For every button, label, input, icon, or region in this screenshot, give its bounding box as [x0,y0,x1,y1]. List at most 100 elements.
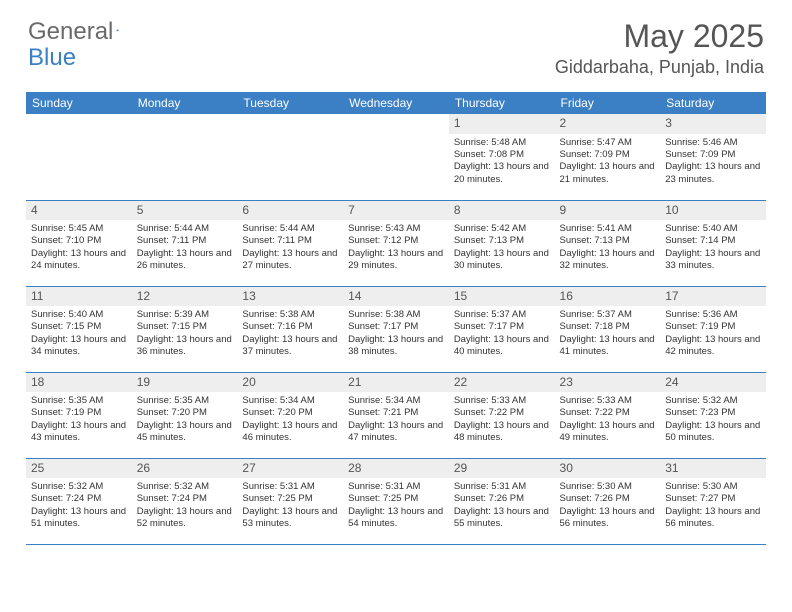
calendar-day-empty [26,114,132,200]
day-details: Sunrise: 5:35 AMSunset: 7:20 PMDaylight:… [132,392,238,447]
day-details: Sunrise: 5:38 AMSunset: 7:16 PMDaylight:… [237,306,343,361]
day-details: Sunrise: 5:45 AMSunset: 7:10 PMDaylight:… [26,220,132,275]
weekday-header-row: SundayMondayTuesdayWednesdayThursdayFrid… [26,92,766,114]
day-details: Sunrise: 5:40 AMSunset: 7:14 PMDaylight:… [660,220,766,275]
weekday-header: Thursday [449,92,555,114]
calendar-day: 2Sunrise: 5:47 AMSunset: 7:09 PMDaylight… [555,114,661,200]
calendar-day: 12Sunrise: 5:39 AMSunset: 7:15 PMDayligh… [132,286,238,372]
calendar-day: 14Sunrise: 5:38 AMSunset: 7:17 PMDayligh… [343,286,449,372]
calendar-day: 7Sunrise: 5:43 AMSunset: 7:12 PMDaylight… [343,200,449,286]
calendar-day-empty [343,114,449,200]
calendar-day: 19Sunrise: 5:35 AMSunset: 7:20 PMDayligh… [132,372,238,458]
calendar-day: 13Sunrise: 5:38 AMSunset: 7:16 PMDayligh… [237,286,343,372]
day-number: 3 [660,114,766,134]
day-details: Sunrise: 5:32 AMSunset: 7:23 PMDaylight:… [660,392,766,447]
day-details: Sunrise: 5:47 AMSunset: 7:09 PMDaylight:… [555,134,661,189]
weekday-header: Friday [555,92,661,114]
day-details: Sunrise: 5:37 AMSunset: 7:18 PMDaylight:… [555,306,661,361]
calendar-day: 1Sunrise: 5:48 AMSunset: 7:08 PMDaylight… [449,114,555,200]
calendar-row: 18Sunrise: 5:35 AMSunset: 7:19 PMDayligh… [26,372,766,458]
location: Giddarbaha, Punjab, India [555,57,764,78]
day-number: 4 [26,201,132,221]
day-number: 22 [449,373,555,393]
day-number: 15 [449,287,555,307]
day-details: Sunrise: 5:30 AMSunset: 7:26 PMDaylight:… [555,478,661,533]
day-details: Sunrise: 5:35 AMSunset: 7:19 PMDaylight:… [26,392,132,447]
day-number: 19 [132,373,238,393]
calendar-day: 3Sunrise: 5:46 AMSunset: 7:09 PMDaylight… [660,114,766,200]
day-details: Sunrise: 5:36 AMSunset: 7:19 PMDaylight:… [660,306,766,361]
day-details: Sunrise: 5:43 AMSunset: 7:12 PMDaylight:… [343,220,449,275]
header: General May 2025 Giddarbaha, Punjab, Ind… [0,0,792,84]
calendar-row: 1Sunrise: 5:48 AMSunset: 7:08 PMDaylight… [26,114,766,200]
calendar-day: 23Sunrise: 5:33 AMSunset: 7:22 PMDayligh… [555,372,661,458]
calendar-day: 22Sunrise: 5:33 AMSunset: 7:22 PMDayligh… [449,372,555,458]
day-details: Sunrise: 5:33 AMSunset: 7:22 PMDaylight:… [555,392,661,447]
month-title: May 2025 [555,18,764,55]
calendar-row: 4Sunrise: 5:45 AMSunset: 7:10 PMDaylight… [26,200,766,286]
weekday-header: Tuesday [237,92,343,114]
day-details: Sunrise: 5:33 AMSunset: 7:22 PMDaylight:… [449,392,555,447]
calendar-day: 17Sunrise: 5:36 AMSunset: 7:19 PMDayligh… [660,286,766,372]
day-details: Sunrise: 5:30 AMSunset: 7:27 PMDaylight:… [660,478,766,533]
calendar-day: 10Sunrise: 5:40 AMSunset: 7:14 PMDayligh… [660,200,766,286]
logo-sail-icon [116,21,119,39]
calendar-body: 1Sunrise: 5:48 AMSunset: 7:08 PMDaylight… [26,114,766,544]
day-number: 28 [343,459,449,479]
day-details: Sunrise: 5:38 AMSunset: 7:17 PMDaylight:… [343,306,449,361]
calendar-day: 25Sunrise: 5:32 AMSunset: 7:24 PMDayligh… [26,458,132,544]
day-number: 31 [660,459,766,479]
title-block: May 2025 Giddarbaha, Punjab, India [555,18,764,78]
calendar-day: 30Sunrise: 5:30 AMSunset: 7:26 PMDayligh… [555,458,661,544]
day-number: 6 [237,201,343,221]
day-number: 26 [132,459,238,479]
day-details: Sunrise: 5:34 AMSunset: 7:20 PMDaylight:… [237,392,343,447]
day-number: 14 [343,287,449,307]
day-number: 23 [555,373,661,393]
day-details: Sunrise: 5:41 AMSunset: 7:13 PMDaylight:… [555,220,661,275]
day-number: 1 [449,114,555,134]
logo-text-2: Blue [28,44,76,72]
day-details: Sunrise: 5:42 AMSunset: 7:13 PMDaylight:… [449,220,555,275]
day-number: 2 [555,114,661,134]
day-number: 16 [555,287,661,307]
day-number: 9 [555,201,661,221]
day-number: 25 [26,459,132,479]
day-number: 10 [660,201,766,221]
calendar-day: 16Sunrise: 5:37 AMSunset: 7:18 PMDayligh… [555,286,661,372]
calendar-day: 31Sunrise: 5:30 AMSunset: 7:27 PMDayligh… [660,458,766,544]
day-number: 12 [132,287,238,307]
day-number: 8 [449,201,555,221]
calendar-day: 9Sunrise: 5:41 AMSunset: 7:13 PMDaylight… [555,200,661,286]
day-details: Sunrise: 5:32 AMSunset: 7:24 PMDaylight:… [26,478,132,533]
calendar-day: 28Sunrise: 5:31 AMSunset: 7:25 PMDayligh… [343,458,449,544]
weekday-header: Wednesday [343,92,449,114]
calendar-day: 27Sunrise: 5:31 AMSunset: 7:25 PMDayligh… [237,458,343,544]
calendar-day: 8Sunrise: 5:42 AMSunset: 7:13 PMDaylight… [449,200,555,286]
calendar-day: 6Sunrise: 5:44 AMSunset: 7:11 PMDaylight… [237,200,343,286]
calendar-day: 18Sunrise: 5:35 AMSunset: 7:19 PMDayligh… [26,372,132,458]
day-details: Sunrise: 5:37 AMSunset: 7:17 PMDaylight:… [449,306,555,361]
weekday-header: Monday [132,92,238,114]
day-details: Sunrise: 5:44 AMSunset: 7:11 PMDaylight:… [237,220,343,275]
calendar-day: 21Sunrise: 5:34 AMSunset: 7:21 PMDayligh… [343,372,449,458]
day-number: 29 [449,459,555,479]
day-number: 24 [660,373,766,393]
day-details: Sunrise: 5:48 AMSunset: 7:08 PMDaylight:… [449,134,555,189]
calendar-day: 20Sunrise: 5:34 AMSunset: 7:20 PMDayligh… [237,372,343,458]
day-details: Sunrise: 5:44 AMSunset: 7:11 PMDaylight:… [132,220,238,275]
day-details: Sunrise: 5:31 AMSunset: 7:26 PMDaylight:… [449,478,555,533]
day-number: 20 [237,373,343,393]
logo: General [28,18,136,46]
day-number: 21 [343,373,449,393]
calendar-row: 25Sunrise: 5:32 AMSunset: 7:24 PMDayligh… [26,458,766,544]
calendar-day: 29Sunrise: 5:31 AMSunset: 7:26 PMDayligh… [449,458,555,544]
day-details: Sunrise: 5:39 AMSunset: 7:15 PMDaylight:… [132,306,238,361]
day-number: 30 [555,459,661,479]
calendar-table: SundayMondayTuesdayWednesdayThursdayFrid… [26,92,766,545]
day-details: Sunrise: 5:34 AMSunset: 7:21 PMDaylight:… [343,392,449,447]
day-number: 18 [26,373,132,393]
day-number: 5 [132,201,238,221]
calendar-day: 11Sunrise: 5:40 AMSunset: 7:15 PMDayligh… [26,286,132,372]
calendar-day-empty [237,114,343,200]
